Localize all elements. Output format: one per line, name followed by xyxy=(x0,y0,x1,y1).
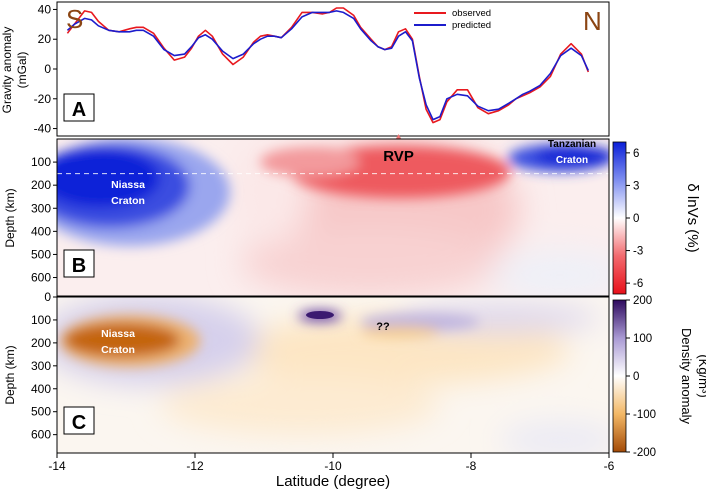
series-line-observed xyxy=(66,7,590,124)
colorbar-c-tick-label: 200 xyxy=(633,295,652,307)
panel-b: 100 200 300 400 500 600 RVP Niassa Craton Tan… xyxy=(3,138,701,297)
panel-a-series xyxy=(66,7,590,124)
panel-c-y-ticks: 0 100 200 300 400 500 600 xyxy=(31,290,57,442)
colorbar-b-tick-label: 3 xyxy=(633,180,639,192)
panel-a-y-ticks: -40 -20 0 20 40 xyxy=(34,2,57,136)
legend-predicted-label: predicted xyxy=(452,20,491,31)
panel-b-tick-label: 500 xyxy=(31,247,51,261)
panel-a-badge xyxy=(63,93,95,122)
panel-c-tick-label: 300 xyxy=(31,359,51,373)
colorbar-b-label: δ lnVs (%) xyxy=(684,183,701,252)
panel-c-tick-label: 100 xyxy=(31,313,51,327)
panel-b-letter: B xyxy=(72,255,86,277)
panel-c: 0 100 200 300 400 500 600 -14 -12 -10 -8 -6 Niassa… xyxy=(3,290,706,490)
panel-b-frame xyxy=(56,138,610,297)
panel-a-frame xyxy=(56,1,610,137)
colorbar-b-ticks: 6 3 0 -3 -6 xyxy=(626,148,643,290)
legend: observed predicted xyxy=(414,8,491,31)
panel-c-letter: C xyxy=(72,412,86,434)
niassa-c-label-line1: Niassa xyxy=(101,328,135,340)
tanzanian-label-line1: Tanzanian xyxy=(548,139,596,150)
corner-label-s: S xyxy=(66,4,83,34)
panel-b-heatmap xyxy=(57,139,609,296)
tanzanian-label-line2: Craton xyxy=(556,155,588,166)
colorbar-c-tick-label: 0 xyxy=(633,371,639,383)
panel-a-letter: A xyxy=(72,99,86,121)
panel-b-badge xyxy=(63,249,95,278)
panel-b-y-ticks: 100 200 300 400 500 600 xyxy=(31,155,57,285)
colorbar-c-label-line2: (Kg/m³) xyxy=(696,354,706,397)
x-tick-label: -14 xyxy=(48,459,66,473)
colorbar-b-scale xyxy=(612,141,627,295)
rvp-label: RVP xyxy=(383,148,414,165)
colorbar-b: 6 3 0 -3 -6 δ lnVs (%) xyxy=(612,141,701,295)
panel-c-x-ticks: -14 -12 -10 -8 -6 xyxy=(48,453,615,473)
panel-b-tick-label: 400 xyxy=(31,224,51,238)
panel-b-tick-label: 300 xyxy=(31,201,51,215)
niassa-c-label-line2: Craton xyxy=(101,344,135,356)
x-tick-label: -8 xyxy=(466,459,477,473)
colorbar-b-tick-label: 0 xyxy=(633,213,639,225)
panel-c-tick-label: 200 xyxy=(31,336,51,350)
x-tick-label: -6 xyxy=(604,459,615,473)
panel-c-badge xyxy=(63,406,95,435)
panel-b-tick-label: 100 xyxy=(31,155,51,169)
panel-c-tick-label: 500 xyxy=(31,405,51,419)
panel-a-tick-label: 0 xyxy=(44,62,51,76)
colorbar-c-tick-label: -200 xyxy=(633,447,656,459)
niassa-b-label-line1: Niassa xyxy=(111,179,145,191)
panel-a-ylabel-line1: Gravity anomaly xyxy=(0,27,14,114)
panel-a-tick-label: -40 xyxy=(34,122,52,136)
colorbar-c-tick-label: 100 xyxy=(633,333,652,345)
panel-a: -40 -20 0 20 40 S N observed predicted A Gra… xyxy=(0,1,610,137)
x-tick-label: -10 xyxy=(324,459,342,473)
colorbar-b-tick-label: -6 xyxy=(633,278,643,290)
niassa-b-label-line2: Craton xyxy=(111,195,145,207)
legend-observed-label: observed xyxy=(452,8,491,19)
corner-label-n: N xyxy=(583,6,602,36)
colorbar-c-ticks: 200 100 0 -100 -200 xyxy=(626,295,656,459)
panel-a-tick-label: 20 xyxy=(38,32,52,46)
panel-a-ylabel-line2: (mGal) xyxy=(15,52,29,89)
panel-c-tick-label: 0 xyxy=(44,290,51,304)
colorbar-b-tick-label: -3 xyxy=(633,246,643,258)
panel-b-ylabel: Depth (km) xyxy=(3,188,17,247)
x-axis-label: Latitude (degree) xyxy=(276,473,390,490)
panel-b-tick-label: 200 xyxy=(31,178,51,192)
panel-b-tick-label: 600 xyxy=(31,271,51,285)
series-line-predicted xyxy=(66,10,590,121)
colorbar-c-tick-label: -100 xyxy=(633,409,656,421)
panel-c-heatmap xyxy=(57,297,609,453)
unknown-anomaly-label: ?? xyxy=(376,321,390,333)
colorbar-c-scale xyxy=(612,299,627,453)
colorbar-b-tick-label: 6 xyxy=(633,148,639,160)
colorbar-c: 200 100 0 -100 -200 Density anomaly (Kg/m³) xyxy=(612,295,706,459)
panel-a-tick-label: -20 xyxy=(34,92,52,106)
panel-a-tick-label: 40 xyxy=(38,2,52,16)
colorbar-c-label-line1: Density anomaly xyxy=(679,328,694,425)
x-tick-label: -12 xyxy=(186,459,204,473)
panel-c-tick-label: 600 xyxy=(31,428,51,442)
panel-c-ylabel: Depth (km) xyxy=(3,345,17,404)
panel-c-tick-label: 400 xyxy=(31,382,51,396)
